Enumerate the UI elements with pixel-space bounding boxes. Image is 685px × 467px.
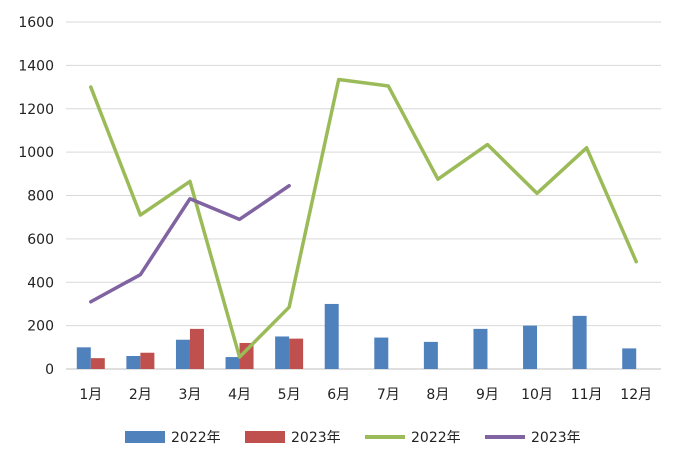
y-tick-label: 400 [27,275,54,291]
x-tick-label: 3月 [178,387,201,403]
x-tick-label: 4月 [228,387,251,403]
legend-item: 2022年 [365,430,461,446]
legend-label: 2022年 [411,430,461,446]
y-tick-label: 1600 [18,15,54,31]
bar-2023年-1月 [90,358,105,369]
bar-2023年-4月 [239,342,254,369]
x-tick-label: 8月 [426,387,449,403]
x-tick-label: 10月 [521,387,553,403]
x-tick-label: 1月 [79,387,102,403]
bar-2022年-2月 [126,355,141,369]
y-tick-label: 200 [27,319,54,335]
x-tick-label: 11月 [571,387,603,403]
legend-swatch [245,431,285,443]
x-axis: 1月 2月 3月 4月 5月 6月 7月 8月 9月 10月 11月 12月 [66,368,661,403]
y-axis: 0 200 400 600 800 1000 1200 1400 1600 [18,15,54,378]
bar-2022年-8月 [423,341,438,369]
bar-2023年-3月 [189,328,204,369]
y-tick-label: 600 [27,232,54,248]
line-series [89,77,638,359]
line-series-1 [89,183,291,304]
bar-2022年-6月 [324,303,339,369]
x-tick-label: 5月 [278,387,301,403]
bar-2022年-5月 [275,336,290,369]
legend-label: 2022年 [171,430,221,446]
legend-item: 2023年 [245,430,341,446]
bar-series [76,303,637,369]
bar-2023年-5月 [289,338,304,369]
y-tick-label: 1000 [18,145,54,161]
bar-2022年-12月 [622,348,637,369]
y-tick-label: 1400 [18,58,54,74]
bar-2022年-1月 [76,347,91,369]
line-series-0 [89,77,638,359]
y-tick-label: 0 [45,362,54,378]
legend-label: 2023年 [531,430,581,446]
x-tick-label: 7月 [377,387,400,403]
y-tick-label: 1200 [18,102,54,118]
y-tick-label: 800 [27,189,54,205]
bar-2022年-3月 [175,339,190,369]
bar-2022年-9月 [473,328,488,369]
x-tick-label: 6月 [327,387,350,403]
bar-2022年-4月 [225,357,240,369]
legend-item: 2022年 [125,430,221,446]
bar-2022年-11月 [572,315,587,369]
legend-item: 2023年 [485,430,581,446]
bar-2023年-2月 [140,352,155,369]
x-tick-label: 2月 [129,387,152,403]
bar-2022年-10月 [523,325,538,369]
x-tick-label: 9月 [476,387,499,403]
legend: 2022年 2023年 2022年 2023年 [125,430,581,446]
legend-swatch [125,431,165,443]
bar-2022年-7月 [374,337,389,369]
x-tick-label: 12月 [620,387,652,403]
legend-label: 2023年 [291,430,341,446]
gridlines [66,21,661,370]
